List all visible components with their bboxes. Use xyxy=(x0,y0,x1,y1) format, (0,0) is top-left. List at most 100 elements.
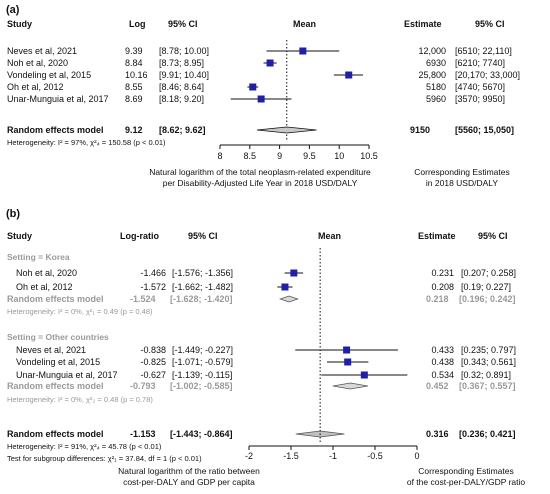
a-study-estimate: 25,800 xyxy=(418,70,446,80)
a-study-ci: [8.18; 9.20] xyxy=(159,94,204,104)
a-xlabel-line1: Natural logarithm of the total neoplasm-… xyxy=(149,167,371,177)
b-overall-estimate: 0.316 xyxy=(426,429,449,439)
b-study-ci: [-1.662; -1.482] xyxy=(172,282,233,292)
a-study-ci: [8.46; 8.64] xyxy=(159,82,204,92)
b-overall-heterogeneity: Heterogeneity: I² = 91%, χ²₄ = 45.78 (p … xyxy=(7,442,162,451)
b-korea-heterogeneity: Heterogeneity: I² = 0%, χ²₁ = 0.49 (p = … xyxy=(7,307,153,316)
b-tick-label: -1 xyxy=(329,451,337,461)
b-study-estimate: 0.231 xyxy=(431,268,454,278)
panel-a-x-axis: 8 8.5 9 9.5 10 10.5 xyxy=(217,144,378,161)
b-study-log: -1.572 xyxy=(140,282,166,292)
a-summary-label: Random effects model xyxy=(7,125,104,135)
a-study-estimate: 5960 xyxy=(426,94,446,104)
b-point-square xyxy=(343,346,351,354)
b-overall-ci: [-1.443; -0.864] xyxy=(170,429,233,439)
a-study-estimate: 5180 xyxy=(426,82,446,92)
a-header-estimate: Estimate xyxy=(404,19,442,29)
a-right-label-line1: Corresponding Estimates xyxy=(414,167,509,177)
a-study-log: 8.55 xyxy=(125,82,143,92)
a-summary-estimate: 9150 xyxy=(410,125,430,135)
b-study-est-ci: [0.19; 0.227] xyxy=(461,282,511,292)
b-subgroup-other: Setting = Other countries xyxy=(7,332,109,342)
a-study-est-ci: [6510; 22,110] xyxy=(455,46,512,56)
b-study-name: Oh et al, 2012 xyxy=(16,282,73,292)
b-xlabel-line1: Natural logarithm of the ratio between xyxy=(118,466,260,476)
b-study-name: Vondeling et al, 2015 xyxy=(16,357,100,367)
b-point-square xyxy=(360,371,368,379)
b-overall-log: -1.153 xyxy=(130,429,156,439)
b-study-est-ci: [0.32; 0.891] xyxy=(461,370,511,380)
b-point-square xyxy=(281,283,289,291)
b-korea-summary-label: Random effects model xyxy=(7,294,104,304)
a-point-square xyxy=(345,71,353,79)
b-point-square xyxy=(290,269,298,277)
b-korea-summary-ci: [-1.628; -1.420] xyxy=(170,294,233,304)
b-korea-summary-log: -1.524 xyxy=(130,294,156,304)
b-other-pooled-diamond xyxy=(332,382,368,390)
b-tick-label: 0 xyxy=(414,451,419,461)
a-point-square xyxy=(266,59,274,67)
panel-b-marks xyxy=(277,248,408,444)
panel-b-study-rows: Noh et al, 2020 -1.466 [-1.576; -1.356] 0.2… xyxy=(16,268,516,380)
b-study-estimate: 0.433 xyxy=(431,345,454,355)
b-study-log: -0.838 xyxy=(140,345,166,355)
panel-b-label: (b) xyxy=(6,208,20,220)
b-header-estimate: Estimate xyxy=(418,231,456,241)
b-other-summary-estimate: 0.452 xyxy=(426,381,449,391)
b-study-name: Unar-Munguia et al, 2017 xyxy=(16,370,118,380)
b-study-log: -1.466 xyxy=(140,268,166,278)
panel-b-x-axis: -2 -1.5 -1 -0.5 0 xyxy=(245,445,420,461)
a-study-est-ci: [3570; 9950] xyxy=(455,94,505,104)
b-header-est-ci: 95% CI xyxy=(478,231,508,241)
b-subgroup-korea: Setting = Korea xyxy=(7,252,70,262)
a-summary-ci: [8.62; 9.62] xyxy=(159,125,206,135)
a-study-name: Noh et al, 2020 xyxy=(7,58,68,68)
b-study-est-ci: [0.207; 0.258] xyxy=(461,268,516,278)
a-study-name: Unar-Munguia et al, 2017 xyxy=(7,94,109,104)
a-study-name: Oh et al, 2012 xyxy=(7,82,64,92)
b-right-label-line2: of the cost-per-DALY/GDP ratio xyxy=(407,477,526,487)
a-study-log: 8.84 xyxy=(125,58,143,68)
a-study-log: 9.39 xyxy=(125,46,143,56)
a-study-ci: [9.91; 10.40] xyxy=(159,70,209,80)
a-pooled-diamond xyxy=(256,126,317,134)
a-tick-label: 10 xyxy=(334,151,344,161)
a-study-name: Vondeling et al, 2015 xyxy=(7,70,91,80)
a-study-ci: [8.78; 10.00] xyxy=(159,46,209,56)
a-point-square xyxy=(257,95,265,103)
a-header-ci: 95% CI xyxy=(168,19,198,29)
a-study-estimate: 6930 xyxy=(426,58,446,68)
b-study-estimate: 0.208 xyxy=(431,282,454,292)
b-korea-summary-est-ci: [0.196; 0.242] xyxy=(459,294,516,304)
a-point-square xyxy=(299,47,307,55)
a-study-est-ci: [4740; 5670] xyxy=(455,82,505,92)
a-study-est-ci: [20,170; 33,000] xyxy=(455,70,520,80)
a-heterogeneity: Heterogeneity: I² = 97%, χ²₄ = 150.58 (p… xyxy=(7,138,166,147)
a-header-log: Log xyxy=(129,19,146,29)
a-point-square xyxy=(249,83,257,91)
a-header-mean: Mean xyxy=(293,19,316,29)
panel-a-label: (a) xyxy=(6,4,20,16)
b-study-estimate: 0.534 xyxy=(431,370,454,380)
b-tick-label: -0.5 xyxy=(367,451,383,461)
b-other-summary-label: Random effects model xyxy=(7,381,104,391)
a-study-ci: [8.73; 8.95] xyxy=(159,58,204,68)
b-other-summary-log: -0.793 xyxy=(130,381,156,391)
a-study-log: 10.16 xyxy=(125,70,148,80)
a-xlabel-line2: per Disability-Adjusted Life Year in 201… xyxy=(163,178,358,188)
b-korea-summary-estimate: 0.218 xyxy=(426,294,449,304)
b-header-study: Study xyxy=(7,231,32,241)
b-overall-label: Random effects model xyxy=(7,429,104,439)
a-tick-label: 10.5 xyxy=(360,151,378,161)
a-header-study: Study xyxy=(7,19,32,29)
a-summary-log: 9.12 xyxy=(125,125,143,135)
a-study-log: 8.69 xyxy=(125,94,143,104)
b-header-log: Log-ratio xyxy=(120,231,159,241)
panel-a-study-rows: Neves et al, 2021 9.39 [8.78; 10.00] 12,000… xyxy=(7,46,520,104)
b-study-est-ci: [0.343; 0.561] xyxy=(461,357,516,367)
a-study-est-ci: [6210; 7740] xyxy=(455,58,505,68)
b-study-log: -0.627 xyxy=(140,370,166,380)
b-other-heterogeneity: Heterogeneity: I² = 0%, χ²₂ = 0.48 (p = … xyxy=(7,395,153,404)
b-other-summary-est-ci: [0.367; 0.557] xyxy=(459,381,516,391)
